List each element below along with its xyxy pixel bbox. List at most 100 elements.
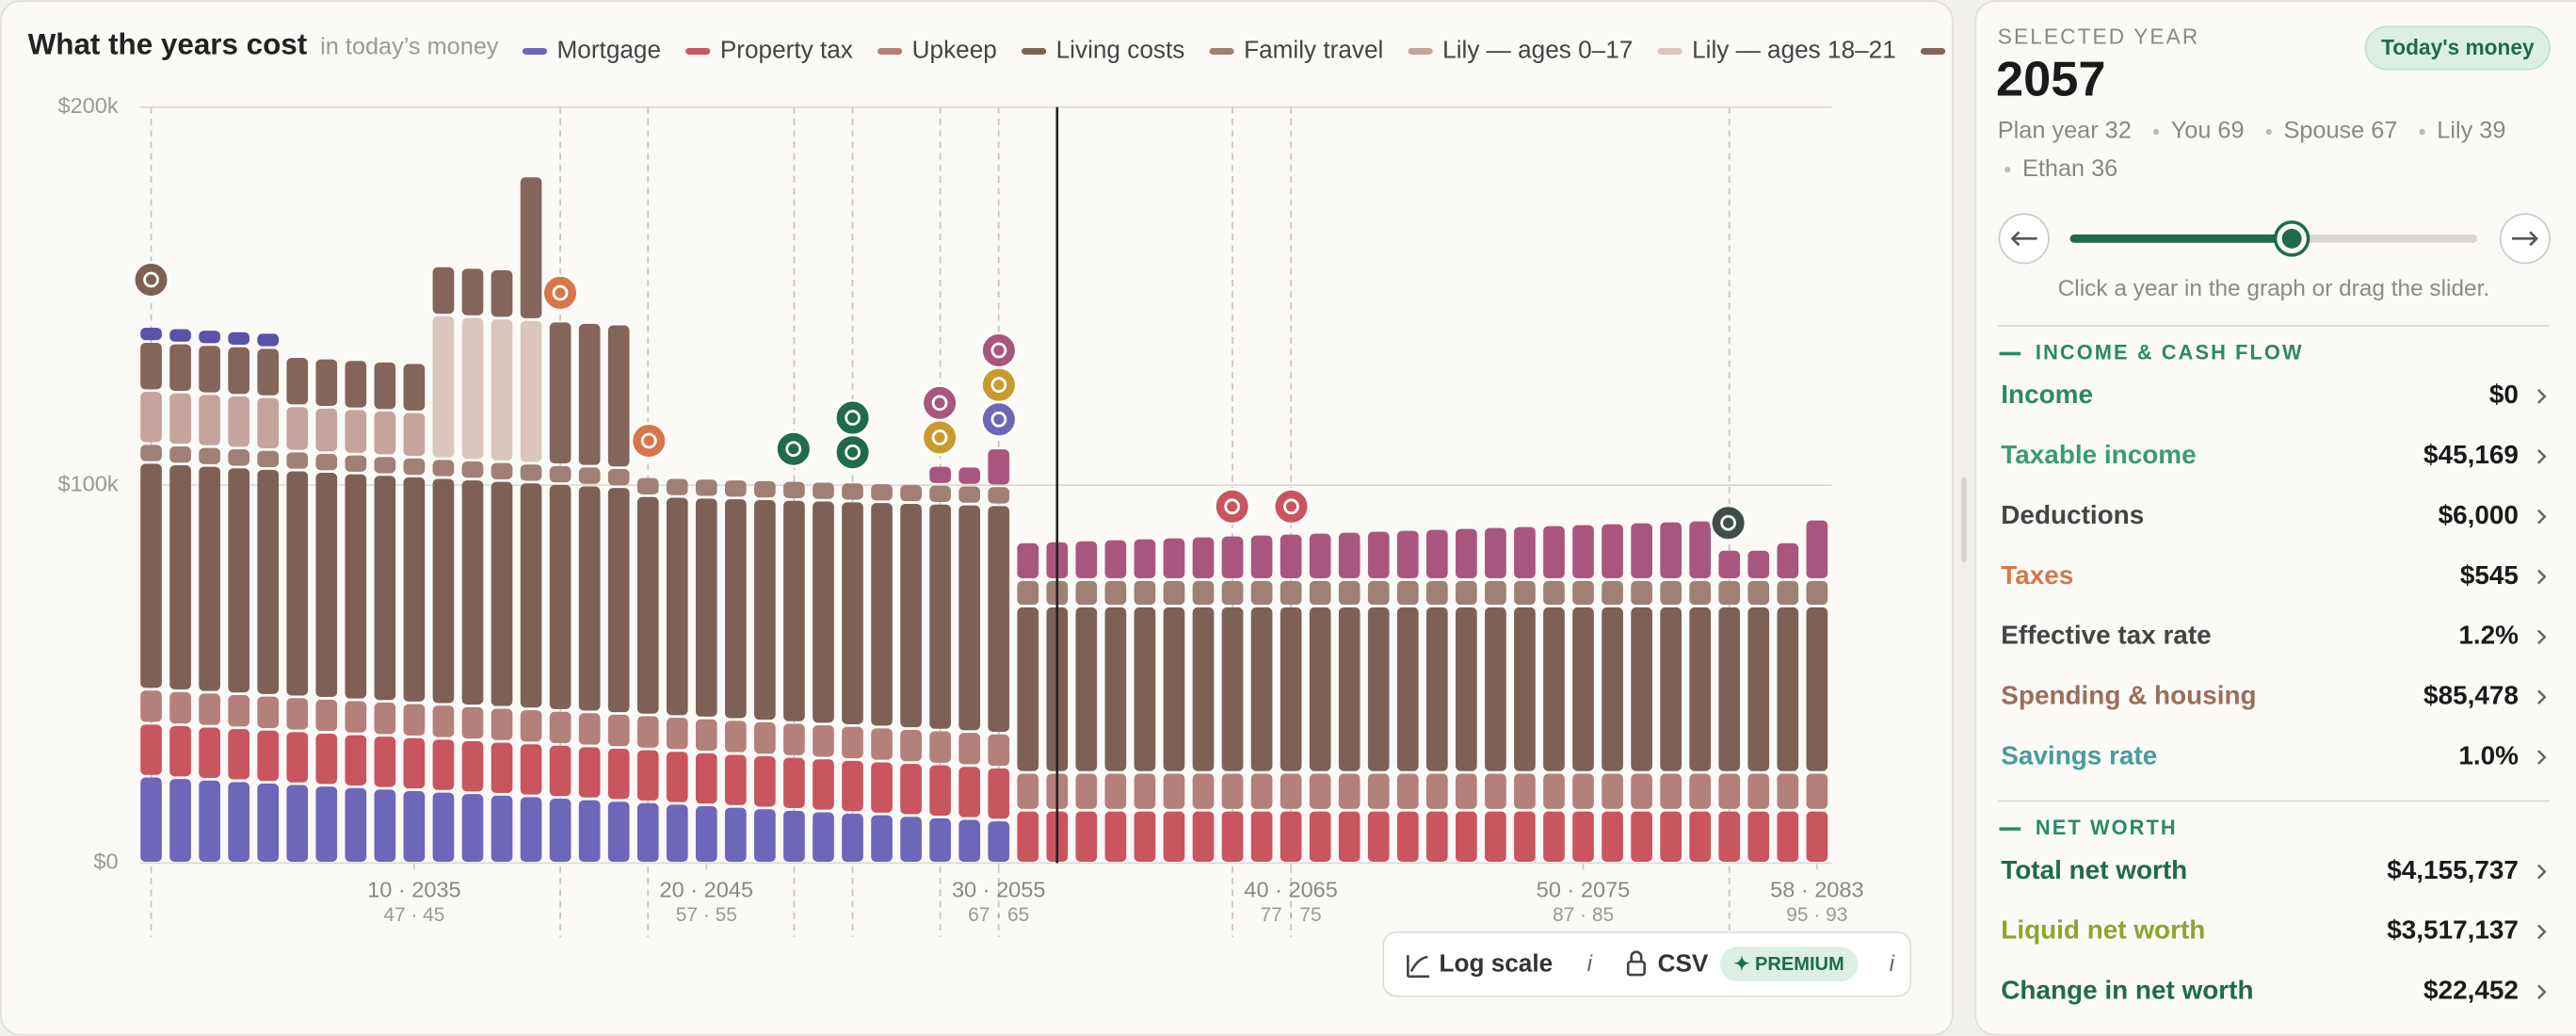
- event-icon[interactable]: [541, 274, 579, 312]
- event-icon[interactable]: [132, 261, 170, 299]
- bar-segment: [520, 464, 542, 481]
- x-tick-label: 58 · 2083: [1770, 877, 1864, 901]
- bar-segment: [1747, 607, 1770, 771]
- bar-segment: [958, 819, 981, 863]
- bar-segment: [1221, 773, 1244, 809]
- bar-segment: [257, 397, 280, 448]
- bar-segment: [754, 809, 776, 863]
- slider-knob-core: [2281, 228, 2302, 249]
- event-icon[interactable]: [630, 422, 668, 460]
- bar-segment: [1017, 542, 1039, 579]
- bar-segment: [754, 721, 776, 754]
- event-icon[interactable]: [980, 400, 1018, 438]
- row-value: $85,478: [2423, 681, 2519, 710]
- bar-segment: [988, 734, 1010, 767]
- bar-segment: [1017, 580, 1039, 606]
- bar-segment: [1017, 811, 1039, 863]
- chevron: [2537, 689, 2547, 705]
- bar-segment: [1280, 773, 1302, 809]
- bar-segment: [228, 468, 250, 693]
- bar-segment: [345, 455, 367, 472]
- bar-segment: [1425, 529, 1448, 579]
- bar-segment: [140, 690, 162, 722]
- bar-segment: [286, 785, 309, 863]
- resize-handle[interactable]: [1961, 477, 1967, 563]
- bar-segment: [140, 724, 162, 775]
- bar-segment: [578, 713, 601, 745]
- bar-segment: [1456, 580, 1477, 606]
- bar-segment: [607, 714, 630, 747]
- bar-segment: [140, 342, 162, 390]
- selected-year: 2057: [1996, 52, 2105, 106]
- bar-segment: [929, 731, 951, 763]
- bar-segment: [900, 729, 922, 762]
- bar-segment: [929, 485, 951, 502]
- bar-segment: [842, 726, 863, 759]
- bar-segment: [286, 358, 309, 405]
- bar-segment: [842, 502, 863, 724]
- event-icon-glyph: [1283, 498, 1299, 515]
- event-icon[interactable]: [833, 433, 872, 471]
- bar-segment: [1602, 607, 1623, 771]
- event-icon[interactable]: [921, 384, 958, 422]
- bar-segment: [403, 364, 426, 411]
- bar-segment: [461, 461, 484, 478]
- legend-swatch: [1209, 47, 1234, 55]
- legend-swatch: [1657, 47, 1682, 55]
- bar-segment: [403, 737, 426, 789]
- bar-segment: [958, 486, 981, 503]
- bar-segment: [403, 477, 426, 702]
- row-value: 1.0%: [2458, 740, 2519, 769]
- money-badge-label[interactable]: Today's money: [2381, 35, 2535, 59]
- chevron: [2537, 509, 2547, 525]
- event-icon[interactable]: [1272, 488, 1311, 526]
- event-icon-glyph: [785, 441, 802, 458]
- event-icon[interactable]: [1710, 504, 1747, 542]
- bar-segment: [491, 481, 513, 706]
- bar-segment: [549, 798, 572, 863]
- bar-segment: [1660, 580, 1682, 606]
- log-scale-button[interactable]: Log scale: [1440, 949, 1554, 978]
- event-icon-glyph: [845, 410, 861, 426]
- legend-swatch: [522, 47, 548, 55]
- csv-button[interactable]: CSV: [1658, 949, 1709, 978]
- bar-segment: [695, 753, 717, 804]
- detail: Spouse 67: [2283, 118, 2397, 144]
- event-icon[interactable]: [980, 366, 1018, 404]
- bar-segment: [491, 708, 513, 740]
- bar-segment: [813, 725, 834, 757]
- event-icon[interactable]: [921, 418, 958, 457]
- bar-segment: [461, 794, 484, 863]
- bar-segment: [140, 777, 162, 863]
- bar-segment: [607, 488, 630, 713]
- bar-segment: [958, 467, 981, 484]
- bar-segment: [1747, 773, 1770, 809]
- bar-segment: [1280, 580, 1302, 606]
- bar-segment: [842, 760, 863, 812]
- bar-segment: [228, 347, 250, 395]
- info-button[interactable]: i: [1587, 951, 1593, 977]
- bar-segment: [1689, 607, 1712, 771]
- event-icon[interactable]: [1214, 488, 1251, 526]
- chevron: [2537, 984, 2547, 1000]
- bar-segment: [1425, 811, 1448, 863]
- info-button[interactable]: i: [1890, 951, 1895, 977]
- bar-segment: [257, 730, 280, 782]
- event-icon[interactable]: [775, 430, 813, 468]
- money-badge[interactable]: [2364, 25, 2551, 71]
- legend-label: Lily — ages 18–21: [1692, 35, 1896, 63]
- bar-segment: [286, 698, 309, 730]
- bar-segment: [403, 704, 426, 736]
- bar-segment: [1309, 580, 1331, 606]
- bar-segment: [929, 466, 951, 483]
- row-label: Deductions: [2001, 500, 2144, 529]
- event-icon[interactable]: [833, 398, 872, 437]
- panel-header: SELECTED YEAR: [1998, 24, 2200, 48]
- bar-segment: [929, 504, 951, 729]
- bar-segment: [1689, 580, 1712, 606]
- x-tick-label: 30 · 2055: [952, 877, 1045, 901]
- legend-label: Family travel: [1244, 35, 1383, 63]
- bar-segment: [1777, 773, 1799, 809]
- event-icon[interactable]: [980, 332, 1018, 369]
- bar-segment: [1543, 773, 1565, 809]
